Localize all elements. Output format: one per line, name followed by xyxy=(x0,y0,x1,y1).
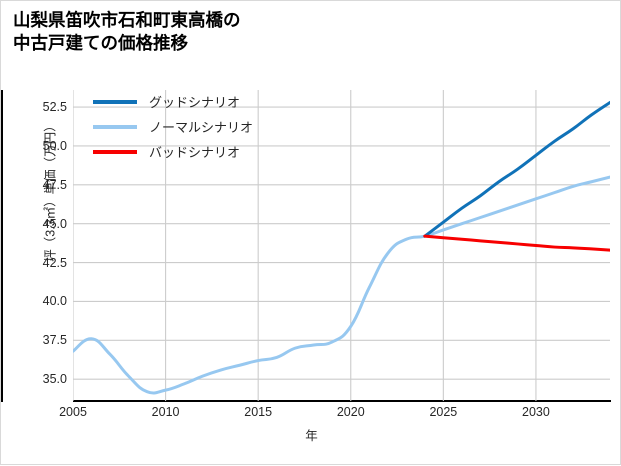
x-axis-line xyxy=(73,400,611,402)
series-lines xyxy=(73,100,610,395)
y-tick-label: 42.5 xyxy=(42,255,67,270)
x-tick-label: 2025 xyxy=(429,405,458,419)
legend-item-label: バッドシナリオ xyxy=(149,145,241,160)
legend-color-swatch xyxy=(93,149,137,154)
x-axis-label: 年 xyxy=(305,429,318,443)
y-axis-tick-labels: 35.0 37.5 40.0 42.5 45.0 47.5 50.0 52.5 xyxy=(23,1,67,466)
y-tick-label: 47.5 xyxy=(42,177,67,192)
y-axis-label: 坪（3.3㎡）単価（万円） xyxy=(43,119,58,262)
legend-item-label: ノーマルシナリオ xyxy=(149,120,254,135)
y-axis-line xyxy=(1,90,3,402)
series-line xyxy=(423,234,610,252)
y-tick-label: 37.5 xyxy=(42,333,67,348)
legend-item[interactable]: バッドシナリオ xyxy=(93,139,303,164)
y-tick-label: 50.0 xyxy=(42,138,67,153)
plot-svg xyxy=(73,90,610,401)
x-tick-label: 2015 xyxy=(244,405,273,419)
legend-color-swatch xyxy=(93,124,137,129)
y-tick-label: 35.0 xyxy=(42,372,67,387)
y-tick-label: 45.0 xyxy=(42,216,67,231)
plot-area xyxy=(73,90,610,401)
chart-legend: グッドシナリオ ノーマルシナリオ バッドシナリオ xyxy=(93,89,303,164)
x-tick-label: 2020 xyxy=(336,405,365,419)
legend-color-swatch xyxy=(93,99,137,104)
x-tick-label: 2010 xyxy=(151,405,180,419)
y-tick-label: 40.0 xyxy=(42,294,67,309)
x-tick-label: 2030 xyxy=(522,405,550,419)
page-title: 山梨県笛吹市石和町東高橋の 中古戸建ての価格推移 xyxy=(13,10,241,54)
series-line xyxy=(423,100,610,238)
legend-item[interactable]: ノーマルシナリオ xyxy=(93,114,303,139)
y-tick-label: 52.5 xyxy=(42,100,67,115)
series-line xyxy=(73,175,610,395)
legend-item-label: グッドシナリオ xyxy=(149,95,241,110)
x-tick-label: 2005 xyxy=(59,405,87,419)
legend-item[interactable]: グッドシナリオ xyxy=(93,89,303,114)
